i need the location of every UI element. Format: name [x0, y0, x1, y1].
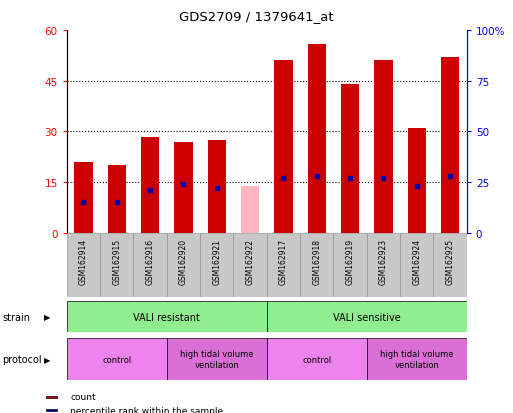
- Bar: [167, 233, 200, 297]
- Bar: [267, 301, 467, 332]
- Bar: [141, 137, 159, 233]
- Text: GSM162924: GSM162924: [412, 238, 421, 285]
- Bar: [300, 233, 333, 297]
- Bar: [46, 409, 56, 411]
- Bar: [208, 140, 226, 233]
- Text: GSM162915: GSM162915: [112, 238, 121, 285]
- Text: GSM162919: GSM162919: [346, 238, 354, 285]
- Text: protocol: protocol: [3, 354, 42, 364]
- Bar: [400, 233, 433, 297]
- Bar: [267, 339, 367, 380]
- Text: ▶: ▶: [44, 313, 50, 321]
- Bar: [74, 162, 92, 233]
- Bar: [167, 339, 267, 380]
- Bar: [174, 142, 192, 233]
- Text: VALI resistant: VALI resistant: [133, 312, 200, 322]
- Bar: [267, 233, 300, 297]
- Text: percentile rank within the sample: percentile rank within the sample: [70, 406, 224, 413]
- Bar: [133, 233, 167, 297]
- Text: control: control: [102, 355, 131, 364]
- Text: GSM162921: GSM162921: [212, 238, 221, 285]
- Text: GSM162914: GSM162914: [79, 238, 88, 285]
- Bar: [67, 301, 267, 332]
- Text: GSM162918: GSM162918: [312, 238, 321, 285]
- Bar: [408, 129, 426, 233]
- Bar: [108, 166, 126, 233]
- Text: VALI sensitive: VALI sensitive: [333, 312, 401, 322]
- Text: GDS2709 / 1379641_at: GDS2709 / 1379641_at: [179, 10, 334, 23]
- Bar: [367, 233, 400, 297]
- Bar: [46, 396, 56, 398]
- Text: strain: strain: [3, 312, 31, 322]
- Text: control: control: [302, 355, 331, 364]
- Bar: [100, 233, 133, 297]
- Bar: [67, 233, 100, 297]
- Text: GSM162922: GSM162922: [246, 238, 254, 285]
- Bar: [333, 233, 367, 297]
- Text: count: count: [70, 392, 96, 401]
- Text: ▶: ▶: [44, 355, 50, 364]
- Bar: [441, 58, 459, 233]
- Bar: [308, 45, 326, 233]
- Text: GSM162923: GSM162923: [379, 238, 388, 285]
- Bar: [233, 233, 267, 297]
- Bar: [241, 186, 259, 233]
- Text: high tidal volume
ventilation: high tidal volume ventilation: [380, 350, 453, 369]
- Bar: [67, 339, 167, 380]
- Bar: [200, 233, 233, 297]
- Bar: [374, 61, 392, 233]
- Text: high tidal volume
ventilation: high tidal volume ventilation: [180, 350, 253, 369]
- Bar: [433, 233, 467, 297]
- Bar: [274, 61, 292, 233]
- Text: GSM162925: GSM162925: [446, 238, 455, 285]
- Bar: [367, 339, 467, 380]
- Text: GSM162916: GSM162916: [146, 238, 154, 285]
- Text: GSM162920: GSM162920: [179, 238, 188, 285]
- Text: GSM162917: GSM162917: [279, 238, 288, 285]
- Bar: [341, 85, 359, 233]
